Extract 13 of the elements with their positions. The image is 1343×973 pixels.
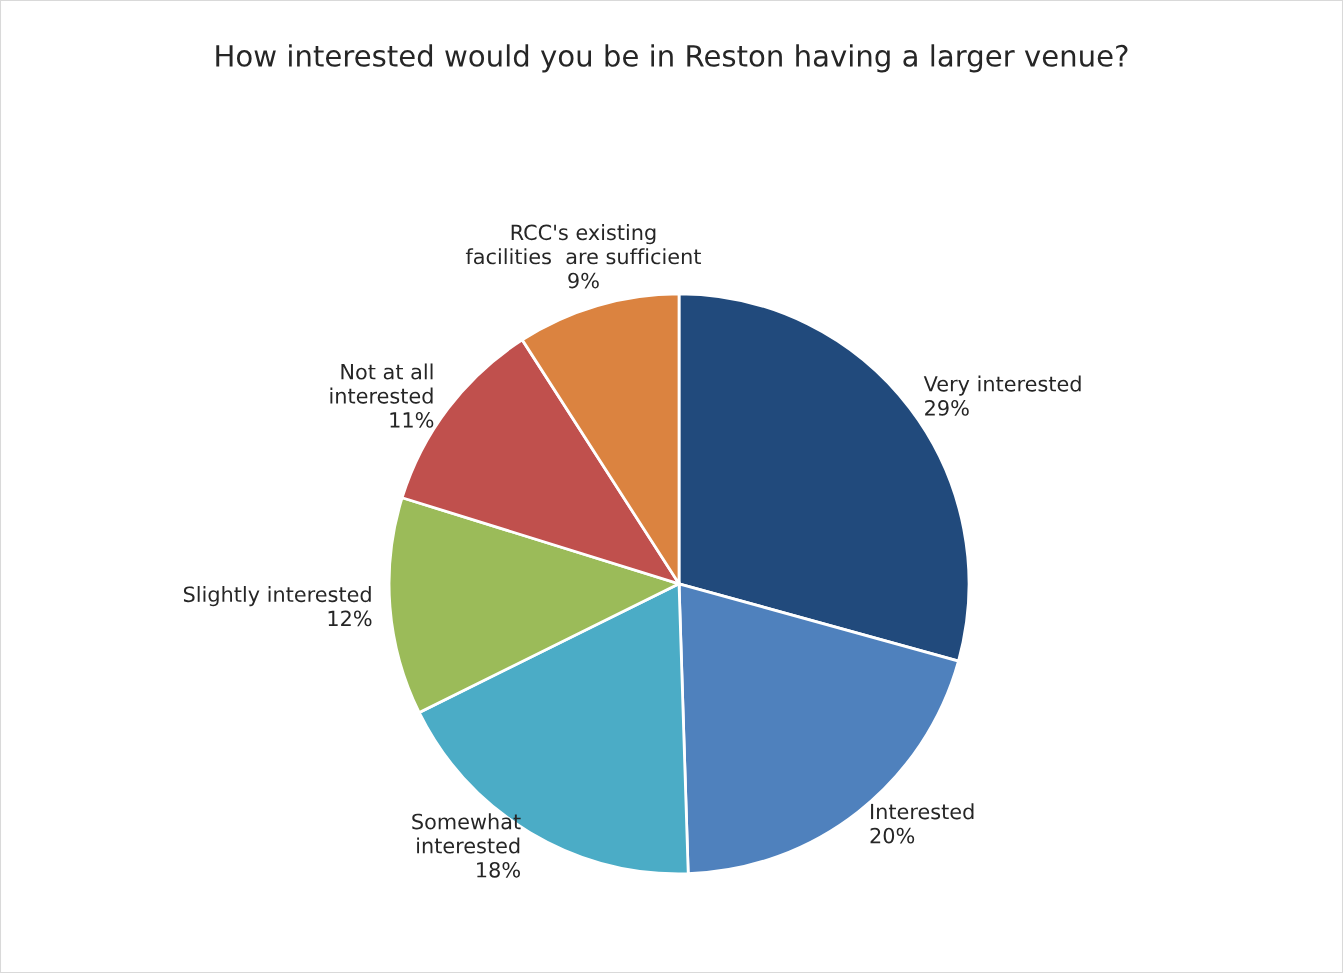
slice-label: Somewhat interested <box>412 813 521 854</box>
slice-label: Slightly interested <box>183 586 371 607</box>
data-label: 20% <box>870 827 915 844</box>
data-label: 9% <box>568 272 599 289</box>
data-label: 11% <box>390 412 434 428</box>
slice-label: Very interested <box>923 375 1081 396</box>
data-label: 29% <box>925 400 969 416</box>
slice-label: RCC's existing facilities are sufficient <box>465 224 701 265</box>
slice-label: Interested <box>871 803 974 820</box>
slice-label: Not at all interested <box>330 363 433 404</box>
data-label: 18% <box>477 861 520 878</box>
data-label: 12% <box>328 610 372 627</box>
chart-title: How interested would you be in Reston having a larger venue? <box>216 44 1128 73</box>
